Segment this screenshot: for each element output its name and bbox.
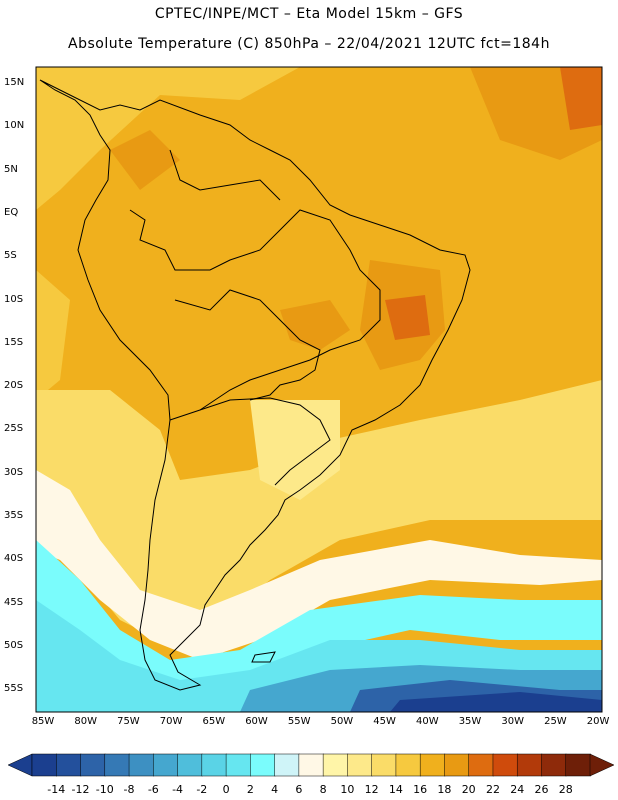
colorbar-label: 2	[246, 783, 254, 796]
lat-label: 10N	[4, 120, 25, 132]
field-north-hot	[110, 130, 180, 190]
lon-label: 30W	[501, 716, 524, 727]
colorbar-label: 12	[364, 783, 379, 796]
lon-label: 35W	[458, 716, 482, 727]
lon-label: 80W	[74, 716, 97, 727]
colorbar-label: 22	[485, 783, 500, 796]
internal-border-4	[169, 149, 281, 201]
colorbar-label: -14	[47, 783, 66, 796]
colorbar-label: -8	[123, 783, 135, 796]
colorbar-swatch	[225, 753, 252, 777]
colorbar-label: 24	[510, 783, 525, 796]
colorbar-swatch	[444, 753, 470, 777]
colorbar-swatch	[128, 753, 155, 777]
colorbar	[7, 753, 615, 777]
lat-label: 25S	[4, 423, 24, 435]
lon-label: 25W	[544, 716, 567, 727]
field-pacific-west	[36, 270, 70, 400]
colorbar-label: 14	[388, 783, 403, 796]
internal-border-1	[129, 209, 381, 411]
title-line-1: CPTEC/INPE/MCT – Eta Model 15km – GFS	[154, 6, 464, 22]
field-coldest-core	[390, 692, 602, 712]
lat-label: 30S	[4, 466, 24, 478]
colorbar-label: 26	[534, 783, 549, 796]
colorbar-label: 6	[295, 783, 303, 796]
lon-label: 70W	[159, 716, 183, 727]
colorbar-swatch	[322, 753, 349, 777]
field-north-pacific	[36, 67, 300, 210]
lat-label: 15N	[4, 77, 25, 88]
colorbar-label: -12	[71, 783, 90, 796]
colorbar-label: 8	[319, 783, 327, 796]
colorbar-swatch	[298, 753, 324, 777]
lat-label: 10S	[4, 293, 24, 305]
south-america-coast	[39, 79, 471, 691]
colorbar-swatch	[492, 753, 518, 777]
colorbar-label: 10	[340, 783, 355, 796]
coastlines	[39, 79, 471, 691]
colorbar-label: -6	[147, 783, 159, 796]
colorbar-label: -10	[95, 783, 114, 796]
field-interior-hotter	[385, 295, 430, 340]
colorbar-swatch	[347, 753, 373, 777]
field-uruguay-pale	[250, 400, 340, 500]
title-line-2: Absolute Temperature (C) 850hPa – 22/04/…	[68, 36, 550, 52]
temperature-field	[36, 67, 602, 712]
colorbar-swatch	[104, 753, 130, 777]
map-frame	[35, 66, 603, 713]
lat-label: EQ	[4, 206, 19, 218]
colorbar-swatch	[250, 753, 276, 777]
lon-label: 50W	[330, 716, 354, 727]
colorbar-swatch	[31, 753, 58, 777]
colorbar-label: 18	[437, 783, 452, 796]
colorbar-label: -2	[196, 783, 208, 796]
map-panel	[35, 66, 603, 713]
lon-label: 60W	[245, 716, 268, 727]
internal-border-3	[169, 397, 331, 486]
colorbar-label: 20	[461, 783, 476, 796]
colorbar-swatch	[395, 753, 421, 777]
colorbar-swatch	[419, 753, 446, 777]
colorbar-swatch	[153, 753, 179, 777]
colorbar-swatch	[371, 753, 397, 777]
lon-label: 55W	[287, 716, 311, 727]
lon-label: 45W	[373, 716, 396, 727]
lat-label: 20S	[4, 380, 24, 392]
colorbar-swatch	[56, 753, 82, 777]
lat-label: 5N	[4, 163, 18, 175]
field-mid-yellow	[36, 380, 602, 650]
lat-label: 40S	[4, 553, 24, 565]
lon-label: 75W	[117, 716, 140, 727]
internal-border-2	[174, 289, 321, 401]
lat-label: 55S	[4, 683, 24, 695]
lon-label: 85W	[31, 716, 55, 727]
lat-label: 45S	[4, 596, 24, 608]
colorbar-swatch	[274, 753, 300, 777]
colorbar-swatch	[177, 753, 203, 777]
lon-label: 65W	[202, 716, 226, 727]
colorbar-swatch	[516, 753, 543, 777]
colorbar-label: 4	[271, 783, 279, 796]
lon-label: 20W	[586, 716, 610, 727]
lon-label: 40W	[415, 716, 439, 727]
lat-label: 35S	[4, 510, 24, 521]
colorbar-label: -4	[172, 783, 184, 796]
colorbar-label: 0	[222, 783, 230, 796]
lat-label: 50S	[4, 639, 24, 651]
colorbar-swatch	[541, 753, 567, 777]
colorbar-label: 16	[413, 783, 428, 796]
lat-label: 15S	[4, 336, 24, 348]
colorbar-swatch	[565, 753, 591, 777]
colorbar-label: 28	[558, 783, 573, 796]
colorbar-swatch	[468, 753, 494, 777]
colorbar-arrow-right	[589, 753, 615, 777]
colorbar-swatch	[80, 753, 106, 777]
colorbar-arrow-left	[7, 753, 33, 777]
field-cream-band	[36, 470, 602, 660]
field-cyan-band	[36, 540, 602, 690]
lat-label: 5S	[4, 250, 17, 262]
falkland-islands	[251, 651, 276, 663]
colorbar-swatch	[201, 753, 227, 777]
field-northeast-hotter	[560, 67, 602, 130]
